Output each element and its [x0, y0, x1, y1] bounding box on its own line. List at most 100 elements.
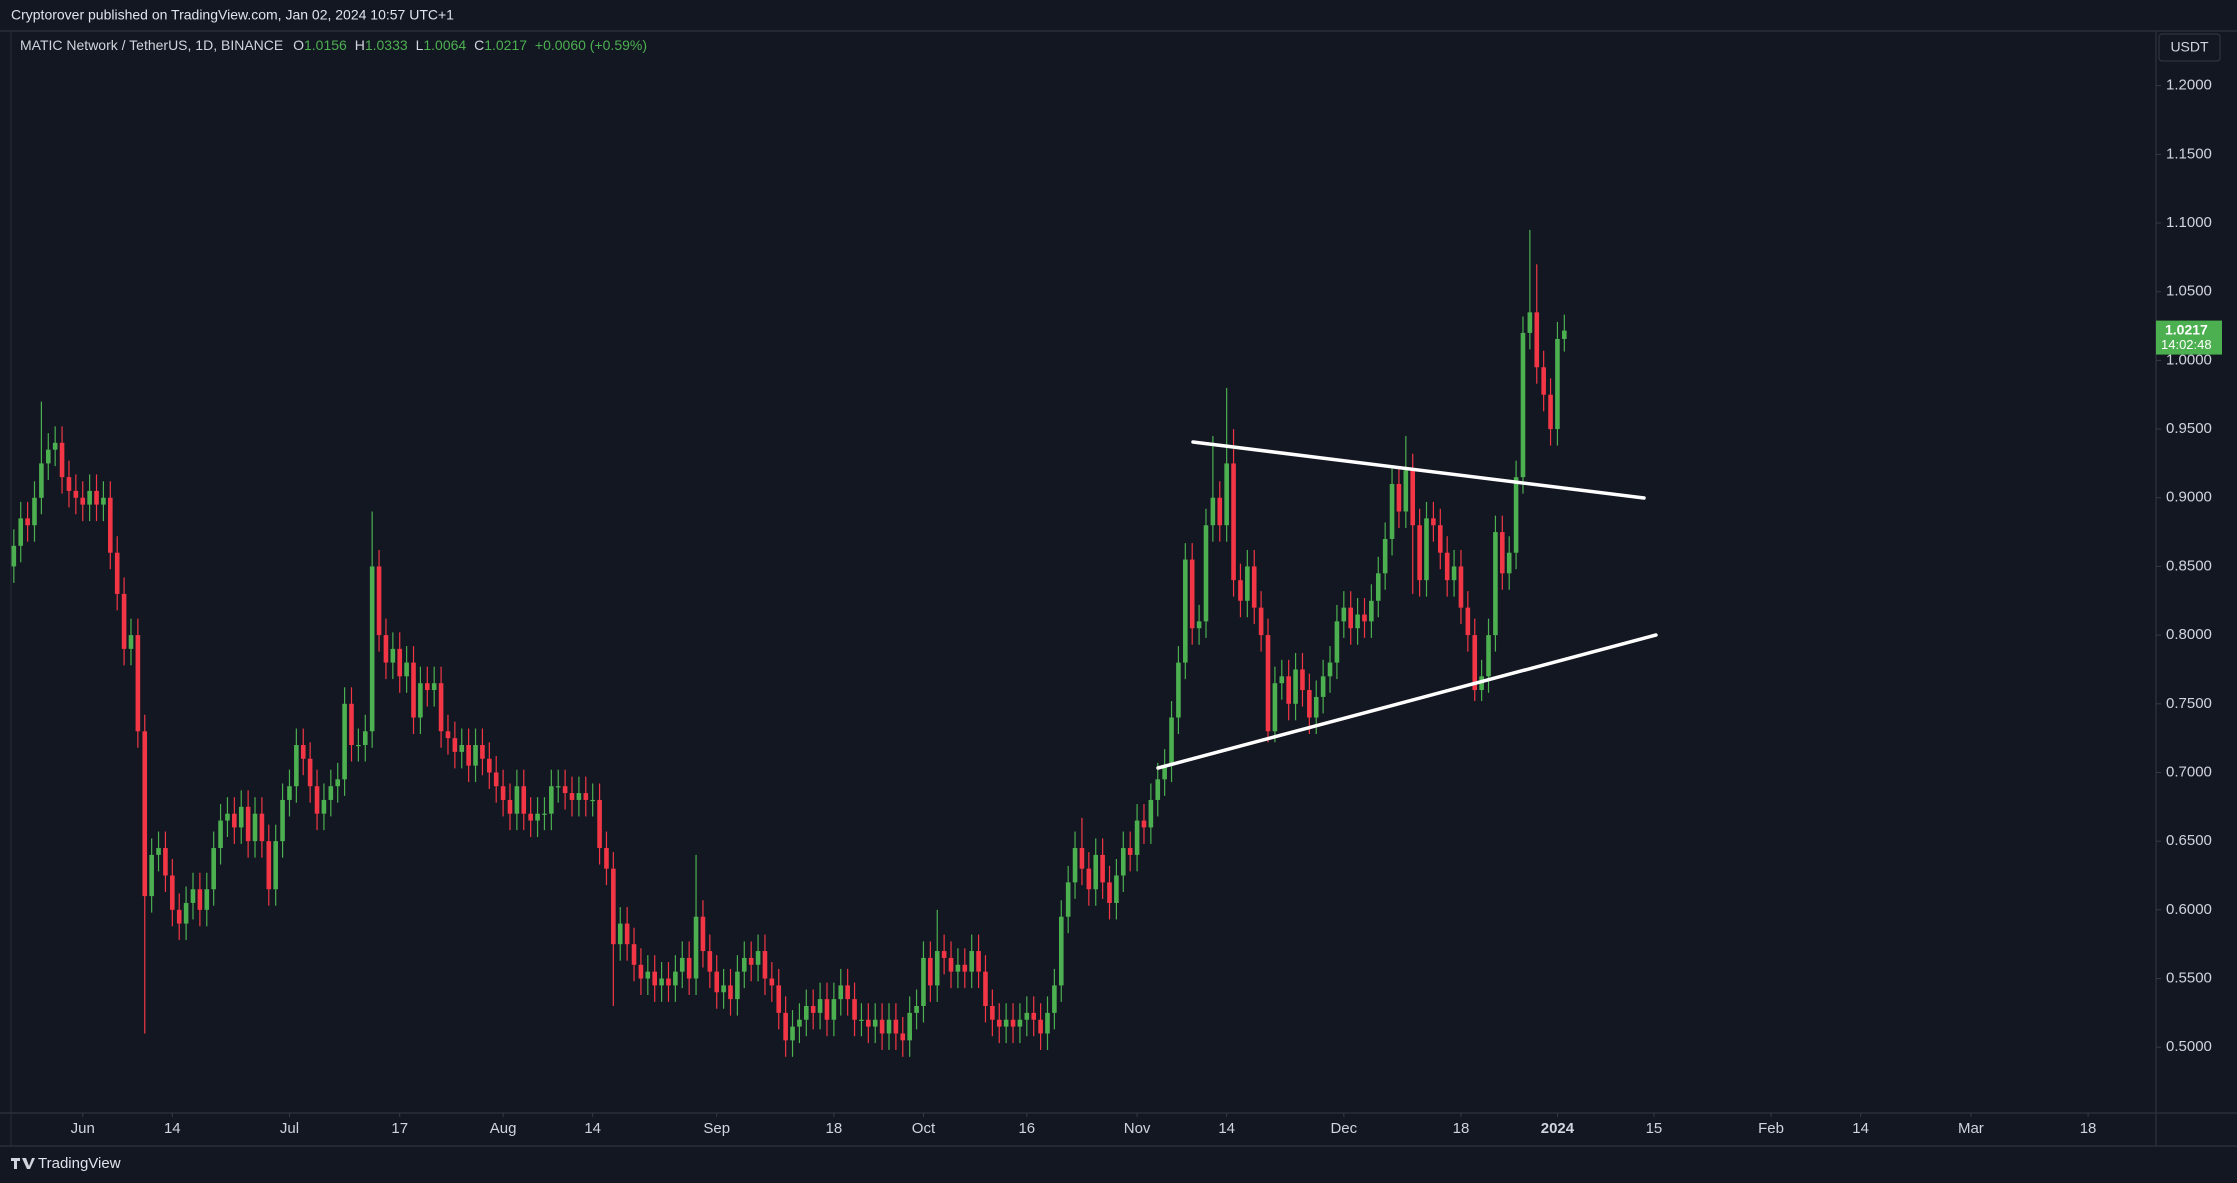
candle-body: [604, 848, 609, 869]
candle-body: [245, 806, 251, 842]
candle-body: [390, 648, 396, 663]
candle-body: [1079, 848, 1085, 869]
candle-body: [1045, 1012, 1050, 1034]
candle-body: [976, 951, 981, 972]
candle-body: [638, 964, 644, 979]
candle-body: [555, 786, 561, 788]
candle-body: [514, 786, 520, 814]
y-tick-label: 1.0500: [2166, 283, 2212, 300]
candle-body: [679, 957, 685, 972]
candle-body: [1231, 463, 1236, 581]
y-tick-label: 0.7000: [2166, 763, 2212, 780]
candle-body: [232, 813, 237, 828]
candle-body: [714, 971, 720, 993]
candle-body: [1341, 607, 1347, 622]
candle-body: [108, 497, 113, 553]
candle-body: [652, 971, 657, 986]
candle-body: [300, 745, 306, 759]
currency-label[interactable]: USDT: [2170, 39, 2209, 55]
y-tick-label: 0.8500: [2166, 557, 2212, 574]
y-tick-label: 0.7500: [2166, 695, 2212, 712]
trend-line-lower: [1156, 633, 1658, 770]
candle-body: [404, 662, 409, 677]
candle-body: [149, 854, 154, 897]
candle-body: [872, 1019, 878, 1027]
candle-body: [549, 786, 554, 814]
x-tick-label: 15: [1646, 1120, 1663, 1137]
candle-body: [204, 889, 210, 910]
currency-button[interactable]: [2158, 33, 2221, 62]
candle-body: [1017, 1019, 1023, 1027]
y-tick-label: 0.9500: [2166, 420, 2212, 437]
candle-body: [1148, 799, 1154, 828]
candle-body: [817, 999, 823, 1013]
candle-body: [39, 463, 44, 498]
candle-body: [424, 683, 430, 691]
candle-body: [445, 731, 451, 739]
y-tick-label: 1.1000: [2166, 214, 2212, 231]
candle-body: [783, 1012, 788, 1041]
candle-body: [1183, 559, 1188, 663]
candle-body: [328, 786, 334, 800]
candle-body: [66, 477, 72, 491]
candle-body: [1210, 497, 1216, 526]
candle-body: [1444, 552, 1450, 581]
candle-body: [900, 1033, 906, 1041]
candle-body: [955, 964, 961, 972]
candle-body: [1431, 518, 1436, 526]
candle-body: [583, 793, 589, 800]
candle-body: [1300, 669, 1305, 691]
candle-body: [1348, 607, 1354, 629]
candle-body: [280, 799, 285, 842]
candle-body: [314, 786, 320, 814]
candle-body: [466, 745, 471, 766]
candle-body: [824, 999, 830, 1020]
candle-body: [1155, 779, 1161, 800]
y-tick-label: 0.5500: [2166, 969, 2212, 986]
candle-body: [418, 683, 423, 718]
brand-logo: TradingView: [11, 1155, 121, 1172]
candle-body: [762, 951, 768, 979]
ohlc-letter: C: [474, 37, 484, 53]
candle-body: [1458, 566, 1464, 608]
candle-body: [190, 889, 196, 903]
candle-body: [845, 985, 850, 1000]
x-tick-label: Sep: [703, 1120, 730, 1137]
x-tick-label: 14: [164, 1120, 181, 1137]
candle-body: [1052, 985, 1057, 1013]
brand: TradingView: [38, 1155, 121, 1172]
y-tick-label: 0.5000: [2166, 1038, 2212, 1055]
candle-body: [1403, 470, 1409, 512]
x-tick-label: 14: [584, 1120, 601, 1137]
candle-body: [1134, 820, 1140, 855]
candle-body: [225, 813, 230, 821]
last-price-label: 1.0217: [2165, 321, 2208, 337]
x-tick-label: 17: [391, 1120, 408, 1137]
candle-body: [1176, 662, 1181, 718]
candle-body: [287, 786, 292, 800]
candle-body: [1534, 312, 1540, 368]
candle-body: [45, 449, 51, 464]
candle-body: [321, 799, 327, 814]
x-tick-label: Aug: [490, 1120, 517, 1137]
candle-body: [273, 841, 278, 890]
candle-body: [11, 545, 17, 567]
candle-body: [101, 497, 106, 505]
x-tick-label: 18: [1453, 1120, 1470, 1137]
candle-body: [1196, 621, 1202, 629]
candle-body: [252, 813, 258, 842]
publisher: Cryptorover published on TradingView.com…: [11, 7, 454, 23]
candle-body: [1003, 1019, 1009, 1027]
logo-mark: [11, 1158, 35, 1169]
x-tick-label: Nov: [1124, 1120, 1151, 1137]
candle-body: [1451, 566, 1457, 581]
ohlc-letter: L: [416, 37, 424, 53]
candle-body: [59, 442, 65, 478]
candle-body: [1245, 566, 1250, 601]
candle-body: [1520, 332, 1526, 478]
candle-body: [1396, 484, 1402, 512]
candle-body: [1058, 916, 1064, 986]
x-tick-label: Mar: [1958, 1120, 1984, 1137]
candle-body: [624, 923, 630, 945]
